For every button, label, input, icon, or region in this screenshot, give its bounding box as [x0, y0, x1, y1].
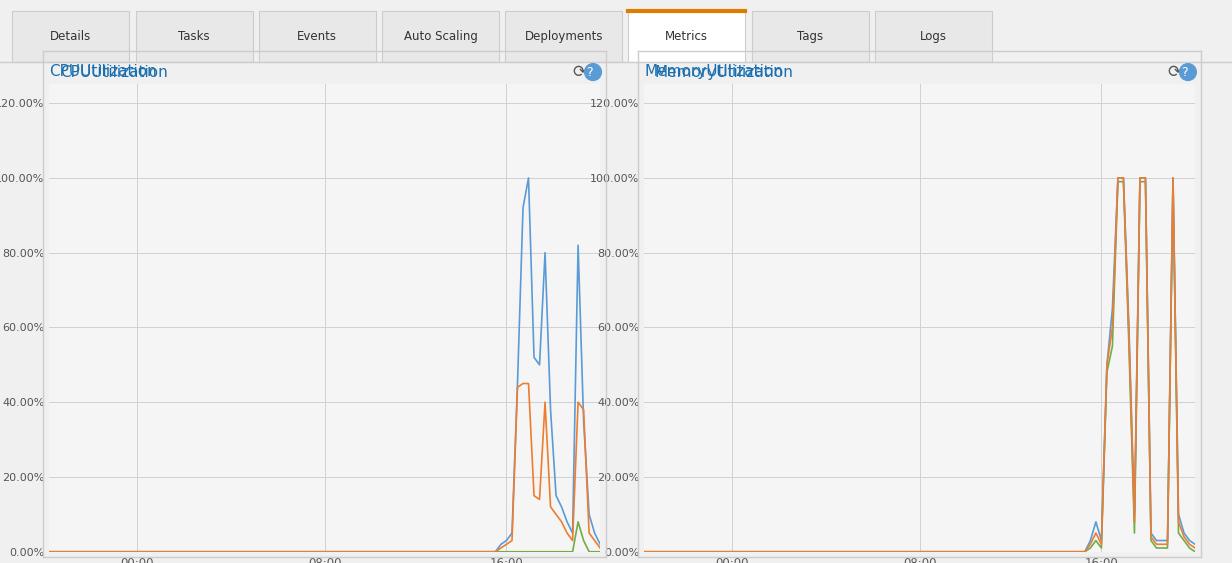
Text: Tasks: Tasks	[179, 30, 209, 43]
Text: ⟳: ⟳	[573, 63, 586, 81]
Text: ⟳: ⟳	[1168, 63, 1181, 81]
Text: Auto Scaling: Auto Scaling	[404, 30, 477, 43]
Text: ?: ?	[586, 65, 593, 79]
FancyBboxPatch shape	[382, 11, 499, 62]
FancyBboxPatch shape	[505, 11, 622, 62]
Text: ?: ?	[589, 65, 596, 79]
Text: ?: ?	[1184, 65, 1191, 79]
FancyBboxPatch shape	[628, 11, 745, 62]
FancyBboxPatch shape	[12, 11, 129, 62]
Text: Tags: Tags	[797, 30, 823, 43]
Text: Logs: Logs	[920, 30, 946, 43]
Text: MemoryUtilization: MemoryUtilization	[644, 64, 784, 79]
Text: CPUUtilization: CPUUtilization	[49, 64, 156, 79]
FancyBboxPatch shape	[259, 11, 376, 62]
Text: ?: ?	[1181, 65, 1188, 79]
Text: MemoryUtilization: MemoryUtilization	[655, 65, 793, 79]
FancyBboxPatch shape	[875, 11, 992, 62]
FancyBboxPatch shape	[136, 11, 253, 62]
FancyBboxPatch shape	[752, 11, 869, 62]
Text: CPUUtilization: CPUUtilization	[60, 65, 168, 79]
Text: Deployments: Deployments	[525, 30, 602, 43]
Text: Metrics: Metrics	[665, 30, 708, 43]
Text: Events: Events	[297, 30, 338, 43]
Text: Details: Details	[51, 30, 91, 43]
